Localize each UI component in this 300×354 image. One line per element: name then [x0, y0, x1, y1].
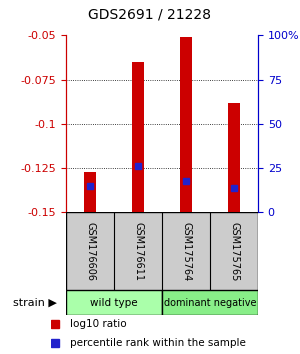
Text: strain ▶: strain ▶ — [13, 298, 57, 308]
Text: percentile rank within the sample: percentile rank within the sample — [70, 338, 245, 348]
FancyBboxPatch shape — [66, 212, 258, 290]
Text: log10 ratio: log10 ratio — [70, 319, 126, 329]
Text: GSM176611: GSM176611 — [133, 222, 143, 281]
Text: GSM175764: GSM175764 — [181, 222, 191, 281]
Bar — [180, 37, 192, 212]
Bar — [84, 172, 96, 212]
Text: GSM175765: GSM175765 — [229, 222, 239, 281]
Text: wild type: wild type — [90, 298, 138, 308]
FancyBboxPatch shape — [162, 290, 258, 315]
Text: GDS2691 / 21228: GDS2691 / 21228 — [88, 7, 212, 21]
Text: dominant negative: dominant negative — [164, 298, 256, 308]
Bar — [132, 62, 144, 212]
Text: GSM176606: GSM176606 — [85, 222, 95, 281]
Bar — [228, 103, 240, 212]
FancyBboxPatch shape — [66, 290, 162, 315]
